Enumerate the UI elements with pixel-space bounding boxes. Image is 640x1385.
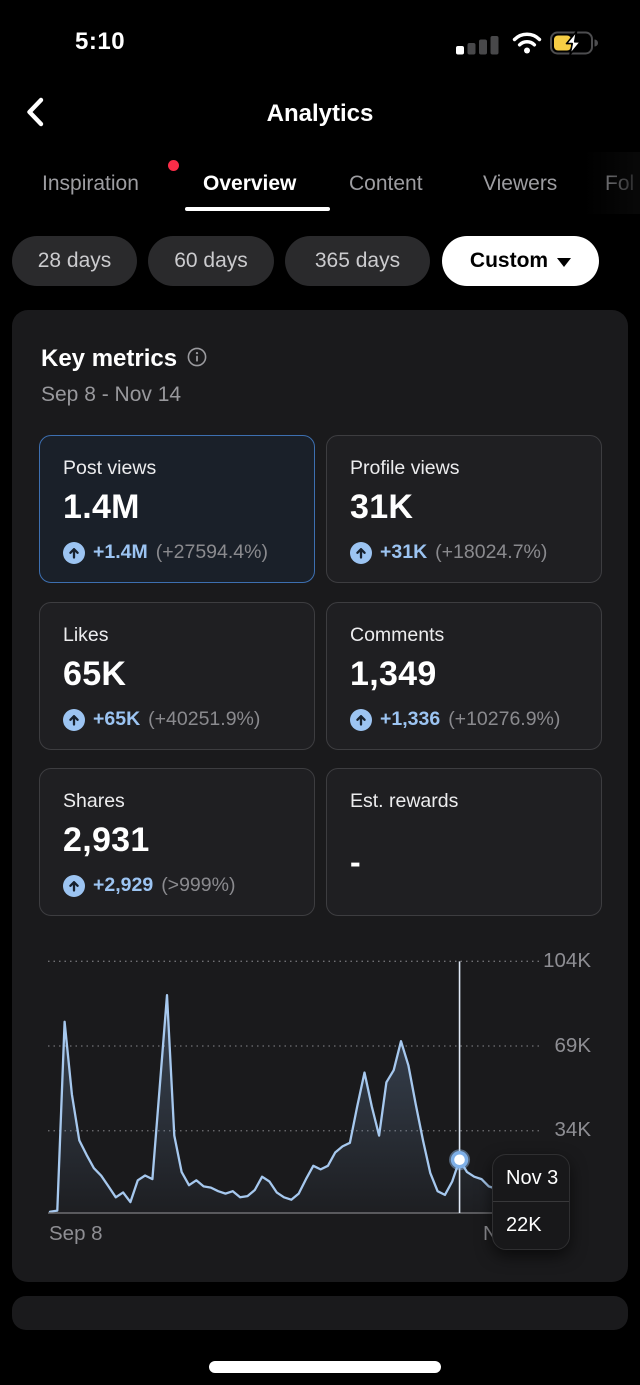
metric-card-comments[interactable]: Comments 1,349 +1,336 (+10276.9%) (326, 602, 602, 750)
chart-tooltip: Nov 3 22K (492, 1154, 570, 1250)
metric-label: Likes (63, 624, 109, 646)
battery-charging-icon (550, 30, 600, 60)
arrow-up-icon (63, 708, 85, 731)
arrow-up-icon (63, 874, 85, 897)
filter-label: 365 days (314, 249, 401, 272)
metric-card-profile-views[interactable]: Profile views 31K +31K (+18024.7%) (326, 435, 602, 583)
tab-overview[interactable]: Overview (203, 172, 297, 195)
next-section-card[interactable] (12, 1296, 628, 1330)
y-axis-tick-104k: 104K (543, 949, 591, 972)
arrow-up-icon (350, 708, 372, 731)
filter-28-days[interactable]: 28 days (12, 236, 137, 286)
notification-dot (168, 160, 179, 171)
metric-change-pct: (>999%) (161, 874, 236, 896)
filter-365-days[interactable]: 365 days (285, 236, 430, 286)
metric-value: 1.4M (63, 488, 140, 526)
trend-chart-svg (48, 960, 545, 1214)
metric-change-pct: (+18024.7%) (435, 541, 548, 563)
tab-content[interactable]: Content (349, 172, 423, 195)
filter-custom-dropdown[interactable]: Custom (442, 236, 599, 286)
status-time: 5:10 (75, 28, 126, 55)
metric-empty-value: - (350, 844, 361, 880)
metric-change: +1.4M (93, 541, 148, 563)
metric-change: +31K (380, 541, 428, 563)
metric-change: +1,336 (380, 708, 441, 730)
tooltip-divider (493, 1201, 569, 1202)
chevron-left-icon (24, 97, 46, 132)
metric-value: 65K (63, 655, 127, 693)
chevron-down-icon (557, 257, 572, 267)
metric-card-post-views[interactable]: Post views 1.4M +1.4M (+27594.4%) (39, 435, 315, 583)
key-metrics-title-text: Key metrics (41, 345, 178, 372)
tooltip-date: Nov 3 (506, 1167, 559, 1189)
back-button[interactable] (24, 96, 54, 132)
metric-value: 2,931 (63, 821, 150, 859)
metric-change-pct: (+40251.9%) (148, 708, 261, 730)
filter-60-days[interactable]: 60 days (148, 236, 274, 286)
metric-label: Shares (63, 790, 125, 812)
arrow-up-icon (63, 541, 85, 564)
metric-change: +2,929 (93, 874, 154, 896)
y-axis-tick-69k: 69K (554, 1034, 591, 1057)
wifi-icon (512, 32, 542, 59)
filter-label: 60 days (174, 249, 248, 272)
page-title: Analytics (266, 100, 374, 127)
metric-change-pct: (+10276.9%) (448, 708, 561, 730)
tab-viewers[interactable]: Viewers (483, 172, 558, 195)
home-indicator[interactable] (209, 1361, 441, 1373)
metric-card-est-rewards[interactable]: Est. rewards - (326, 768, 602, 916)
metric-card-likes[interactable]: Likes 65K +65K (+40251.9%) (39, 602, 315, 750)
metric-card-shares[interactable]: Shares 2,931 +2,929 (>999%) (39, 768, 315, 916)
y-axis-tick-34k: 34K (554, 1118, 591, 1141)
metric-value: 31K (350, 488, 414, 526)
tab-inspiration[interactable]: Inspiration (42, 172, 139, 195)
status-icons (456, 30, 600, 60)
metric-label: Est. rewards (350, 790, 459, 812)
key-metrics-card: Key metrics Sep 8 - Nov 14 Post views 1.… (12, 310, 628, 1282)
filter-label: 28 days (37, 249, 112, 272)
arrow-up-icon (350, 541, 372, 564)
info-icon[interactable] (187, 344, 207, 374)
metric-label: Profile views (350, 457, 460, 479)
metric-label: Post views (63, 457, 157, 479)
cellular-signal-icon (456, 32, 504, 60)
tooltip-value: 22K (506, 1214, 542, 1236)
metric-value: 1,349 (350, 655, 437, 693)
tabs-edge-fade (584, 152, 640, 214)
active-tab-underline (185, 207, 330, 211)
metric-change-pct: (+27594.4%) (155, 541, 268, 563)
metric-label: Comments (350, 624, 445, 646)
date-range: Sep 8 - Nov 14 (41, 383, 182, 406)
x-axis-label-start: Sep 8 (49, 1222, 103, 1245)
filter-custom-label: Custom (469, 249, 549, 272)
key-metrics-title: Key metrics (41, 344, 207, 374)
trend-chart[interactable] (0, 930, 640, 1252)
metric-change: +65K (93, 708, 141, 730)
